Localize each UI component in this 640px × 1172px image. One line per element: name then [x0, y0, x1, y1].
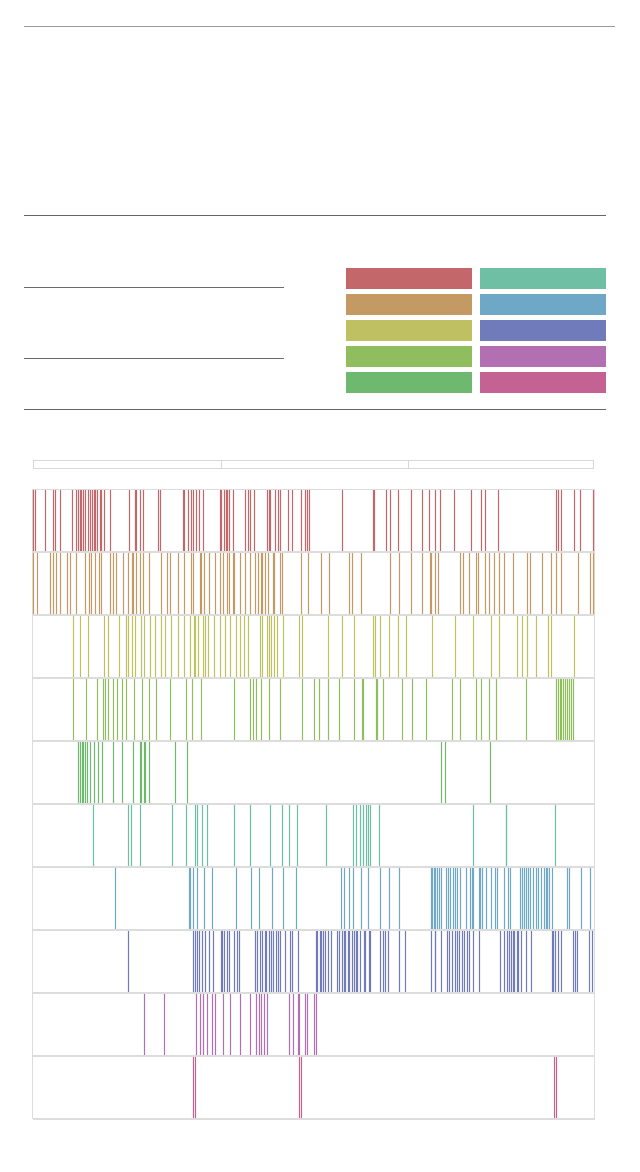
legend-swatch-7	[480, 294, 606, 315]
strip-7	[32, 867, 595, 930]
scale-tick-2	[408, 461, 409, 468]
strip-3	[32, 615, 595, 678]
legend-swatch-1	[346, 268, 472, 289]
strip-9	[32, 993, 595, 1056]
strip-frame-9	[32, 993, 595, 1056]
section-divider-1	[24, 215, 606, 216]
strip-frame-8	[32, 930, 595, 993]
legend-swatch-9	[480, 346, 606, 367]
strip-4	[32, 678, 595, 741]
strip-10	[32, 1056, 595, 1119]
strip-frame-4	[32, 678, 595, 741]
strip-6	[32, 804, 595, 867]
strip-2	[32, 552, 595, 615]
legend-swatch-3	[346, 320, 472, 341]
legend-rule-1	[24, 287, 284, 288]
strip-frame-10	[32, 1056, 595, 1119]
strip-1	[32, 489, 595, 552]
strip-8	[32, 930, 595, 993]
strip-frame-2	[32, 552, 595, 615]
top-border-line	[24, 26, 615, 27]
legend-swatch-2	[346, 294, 472, 315]
strip-frame-1	[32, 489, 595, 552]
strip-frame-3	[32, 615, 595, 678]
legend-rule-2	[24, 358, 284, 359]
legend-swatch-4	[346, 346, 472, 367]
legend-swatch-10	[480, 372, 606, 393]
scale-tick-1	[221, 461, 222, 468]
section-divider-2	[24, 409, 606, 410]
strip-frame-5	[32, 741, 595, 804]
strip-frame-7	[32, 867, 595, 930]
strip-5	[32, 741, 595, 804]
strip-frame-6	[32, 804, 595, 867]
legend-swatch-8	[480, 320, 606, 341]
scale-bar	[33, 460, 594, 469]
legend-swatch-5	[346, 372, 472, 393]
legend-swatch-6	[480, 268, 606, 289]
